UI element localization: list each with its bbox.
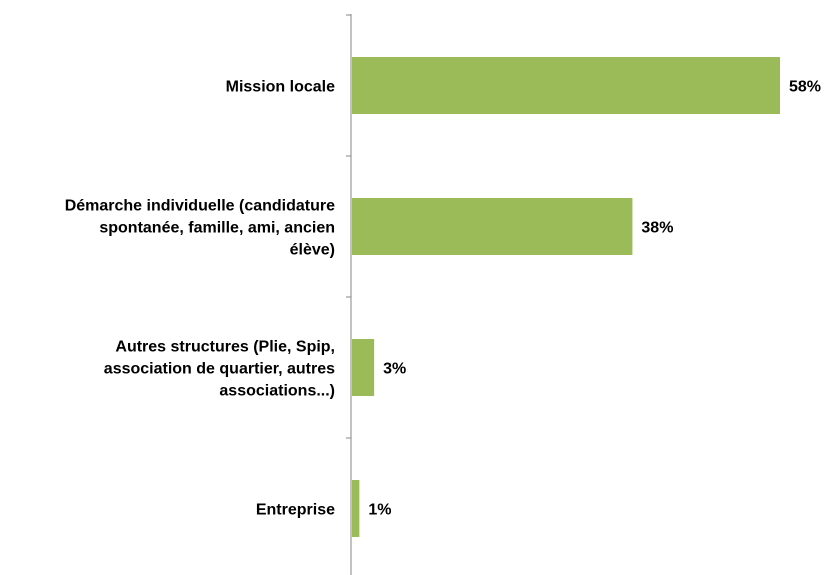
data-label: 58% [789, 79, 821, 96]
data-label: 1% [368, 502, 391, 519]
category-label-line: associations...) [219, 383, 335, 400]
bar [352, 339, 375, 396]
category-label-line: élève) [290, 242, 335, 259]
category-label-line: Mission locale [226, 79, 335, 96]
category-label: Autres structures (Plie, Spip, associatio… [104, 339, 335, 400]
data-labels: 58% 38% 3% 1% [368, 79, 821, 519]
category-labels: Mission locale Démarche individuelle (can… [65, 79, 335, 519]
bar [352, 198, 633, 255]
category-label-line: Démarche individuelle (candidature [65, 198, 335, 215]
category-label-line: Entreprise [256, 502, 335, 519]
bars [352, 57, 780, 537]
data-label: 3% [383, 361, 406, 378]
category-label-line: Autres structures (Plie, Spip, [115, 339, 335, 356]
category-label: Entreprise [256, 502, 335, 519]
category-label-line: association de quartier, autres [104, 361, 335, 378]
bar [352, 480, 360, 537]
data-label: 38% [641, 220, 673, 237]
category-label: Démarche individuelle (candidature sponta… [65, 198, 335, 259]
axis-ticks [346, 14, 351, 439]
category-label: Mission locale [226, 79, 335, 96]
category-label-line: spontanée, famille, ami, ancien [99, 220, 335, 237]
bar [352, 57, 780, 114]
